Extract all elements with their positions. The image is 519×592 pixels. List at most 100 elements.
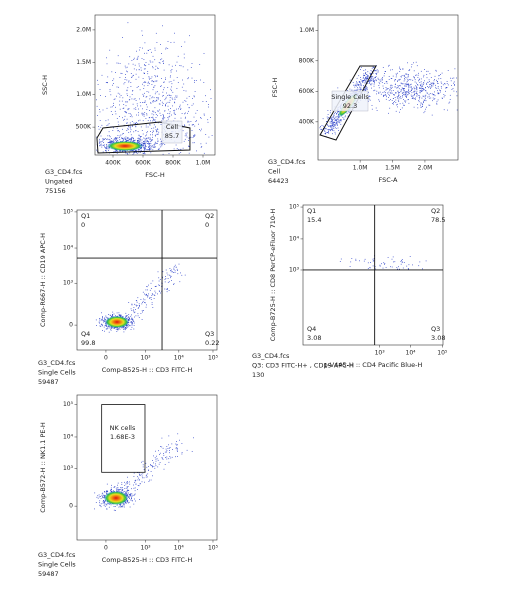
event — [441, 97, 443, 99]
event — [116, 152, 118, 154]
event — [114, 110, 116, 112]
event — [121, 482, 123, 484]
event — [446, 81, 448, 82]
event — [193, 135, 194, 137]
event — [143, 115, 145, 117]
event — [368, 96, 370, 98]
event — [382, 267, 384, 269]
event — [105, 318, 106, 320]
event — [329, 125, 331, 127]
event — [188, 110, 189, 112]
event — [151, 76, 153, 78]
event — [431, 85, 432, 86]
event — [96, 149, 97, 151]
event — [113, 83, 114, 84]
event — [179, 281, 181, 283]
event — [156, 80, 157, 82]
event — [403, 80, 405, 82]
event — [425, 98, 426, 100]
event — [101, 146, 103, 148]
event — [144, 146, 146, 148]
event — [117, 92, 119, 94]
event — [143, 85, 145, 87]
event — [139, 305, 140, 307]
event — [168, 281, 170, 283]
event — [97, 79, 98, 81]
event — [142, 300, 144, 302]
event — [393, 103, 394, 105]
event — [132, 125, 133, 127]
event — [415, 93, 417, 94]
event — [171, 456, 173, 458]
event — [147, 137, 149, 139]
event — [106, 324, 107, 326]
event — [450, 77, 451, 79]
event — [425, 260, 427, 262]
gate — [96, 121, 191, 154]
event — [130, 126, 132, 128]
event — [138, 485, 140, 487]
event — [454, 68, 456, 70]
event — [414, 81, 416, 83]
event — [103, 497, 104, 499]
event — [159, 109, 160, 111]
event — [143, 147, 145, 148]
event — [131, 495, 133, 497]
event — [333, 121, 335, 123]
event — [161, 120, 163, 122]
event — [417, 77, 419, 78]
event — [146, 149, 148, 151]
event — [132, 137, 134, 139]
event — [99, 318, 101, 320]
event — [126, 483, 128, 485]
event — [120, 487, 122, 488]
quadrant-frequency: 78.5 — [431, 216, 445, 224]
event — [155, 142, 157, 144]
event — [349, 112, 351, 113]
event — [137, 137, 139, 139]
event — [128, 113, 130, 114]
event — [100, 141, 102, 142]
event — [153, 100, 154, 101]
event — [338, 118, 340, 120]
event — [168, 458, 170, 460]
event — [94, 492, 96, 494]
event — [149, 149, 151, 150]
event — [432, 85, 434, 87]
event — [363, 75, 364, 76]
event — [104, 145, 105, 147]
event — [115, 138, 116, 139]
event — [400, 98, 402, 99]
event — [425, 94, 427, 96]
event — [161, 58, 163, 60]
event — [140, 69, 142, 71]
event — [146, 132, 148, 134]
event — [105, 324, 107, 326]
event — [110, 141, 111, 142]
event — [134, 123, 136, 125]
event — [98, 496, 100, 498]
x-tick-label: 1.0M — [353, 165, 368, 172]
event — [176, 268, 178, 270]
event — [414, 88, 416, 90]
event — [103, 321, 105, 323]
event — [154, 80, 156, 82]
event — [127, 487, 128, 489]
event — [130, 493, 131, 495]
event — [421, 88, 423, 89]
event — [128, 128, 129, 130]
event — [139, 141, 140, 143]
event — [108, 139, 110, 141]
event — [406, 97, 407, 98]
event — [369, 96, 371, 97]
event — [390, 93, 392, 94]
event — [427, 70, 429, 72]
event — [386, 82, 388, 84]
event — [114, 486, 115, 488]
event — [372, 81, 374, 82]
event — [131, 323, 133, 325]
event — [176, 61, 178, 63]
event — [402, 92, 404, 93]
event — [148, 481, 150, 482]
event — [125, 325, 127, 327]
